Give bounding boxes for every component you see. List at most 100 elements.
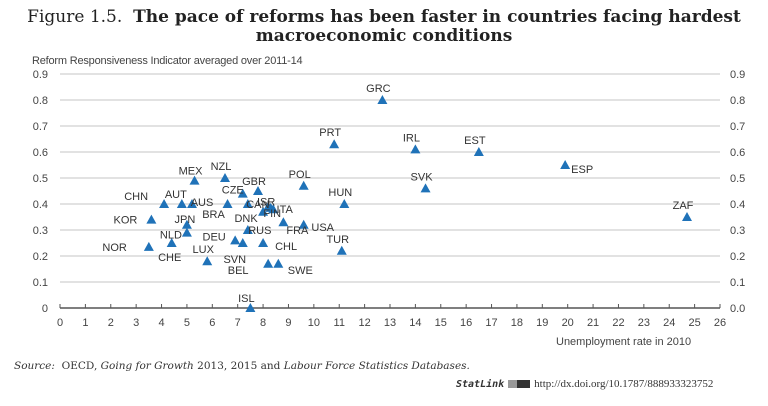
data-point-dnk: [258, 206, 269, 216]
data-point-pol: [298, 180, 309, 190]
point-label-irl: IRL: [403, 132, 420, 144]
figure-title-line1: The pace of reforms has been faster in c…: [133, 7, 741, 27]
y-tick-label-right: 0.3: [730, 225, 745, 237]
x-tick-label: 4: [158, 317, 164, 329]
point-label-prt: PRT: [319, 127, 341, 139]
point-label-gbr: GBR: [242, 176, 266, 188]
point-label-rus: RUS: [248, 225, 271, 237]
x-tick-label: 0: [57, 317, 63, 329]
data-point-tur: [336, 245, 347, 255]
point-label-deu: DEU: [203, 231, 226, 243]
x-tick-label: 11: [334, 317, 345, 329]
y-tick-label-left: 0.2: [33, 251, 48, 263]
data-point-svn: [237, 238, 248, 247]
figure-title-line2: macroeconomic conditions: [255, 26, 513, 46]
data-point-can: [242, 199, 253, 208]
x-tick-label: 9: [285, 317, 291, 329]
data-point-chn: [159, 199, 170, 208]
data-point-fra: [278, 217, 289, 227]
point-label-che: CHE: [158, 252, 181, 264]
y-tick-label-left: 0.5: [33, 173, 48, 185]
y-tick-label-right: 0.6: [730, 147, 745, 159]
x-tick-label: 14: [409, 317, 421, 329]
gridlines: [60, 73, 720, 283]
point-label-cze: CZE: [222, 185, 244, 197]
y-tick-label-right: 0.2: [730, 251, 745, 263]
point-label-aus: AUS: [191, 197, 214, 209]
x-tick-label: 19: [536, 317, 548, 329]
data-point-nld: [181, 227, 192, 237]
x-tick-label: 13: [384, 317, 396, 329]
statlink-icon: [508, 380, 531, 389]
point-label-chn: CHN: [124, 191, 148, 203]
source-publication: Going for Growth: [100, 360, 194, 372]
point-label-isr: ISR: [257, 197, 275, 209]
figure-title: Figure 1.5. The pace of reforms has been…: [0, 8, 768, 46]
x-tick-label: 22: [612, 317, 624, 329]
source-years: 2013, 2015 and: [197, 360, 281, 372]
y-tick-label-left: 0.7: [33, 121, 48, 133]
data-point-deu: [230, 235, 241, 245]
data-point-kor: [146, 214, 157, 224]
point-label-can: CAN: [246, 199, 269, 211]
point-label-ita: ITA: [277, 204, 294, 216]
x-tick-label: 1: [82, 317, 88, 329]
y-tick-label-right: 0.9: [730, 69, 745, 81]
data-point-che: [166, 238, 177, 247]
source-note: Source: OECD, Going for Growth 2013, 201…: [14, 360, 470, 372]
x-axis-ticks: 0 1 2 3 4 5 6 7 8 9 10 11 12 13 14 15 16 17 18 19 20 21 22 23 24…: [57, 304, 726, 329]
data-point-est: [473, 147, 484, 156]
point-label-isl: ISL: [238, 293, 255, 305]
x-tick-label: 25: [688, 317, 700, 329]
point-label-dnk: DNK: [234, 213, 258, 225]
point-label-zaf: ZAF: [673, 200, 694, 212]
figure-number: Figure 1.5.: [27, 7, 123, 27]
data-point-nzl: [220, 173, 230, 182]
y-tick-label-left: 0.6: [33, 147, 48, 159]
point-label-mex: MEX: [179, 166, 204, 178]
point-label-fra: FRA: [286, 225, 309, 237]
data-point-nor: [143, 241, 154, 251]
point-label-lux: LUX: [193, 244, 215, 256]
y-tick-label-left: 0.9: [33, 69, 48, 81]
data-point-swe: [273, 258, 284, 268]
data-point-grc: [377, 95, 388, 104]
x-tick-label: 3: [133, 317, 139, 329]
x-tick-label: 15: [435, 317, 447, 329]
data-point-lux: [202, 256, 213, 266]
data-point-prt: [329, 139, 340, 149]
point-label-nzl: NZL: [211, 161, 232, 173]
x-tick-label: 21: [587, 317, 599, 329]
statlink-url[interactable]: http://dx.doi.org/10.1787/888933323752: [534, 378, 714, 390]
x-tick-label: 24: [663, 317, 675, 329]
point-label-chl: CHL: [275, 241, 297, 253]
point-label-esp: ESP: [571, 164, 593, 176]
source-database: Labour Force Statistics Databases.: [283, 360, 470, 372]
data-point-cze: [237, 188, 248, 198]
data-point-esp: [560, 160, 571, 169]
statlink-label: StatLink: [456, 379, 505, 390]
y-tick-label-left: 0: [42, 303, 48, 315]
point-label-tur: TUR: [326, 234, 349, 246]
y-tick-label-left: 0.4: [33, 199, 48, 211]
y-axis-label: Reform Responsiveness Indicator averaged…: [32, 55, 303, 67]
data-point-bel: [263, 258, 274, 268]
y-tick-label-left: 0.8: [33, 95, 48, 107]
statlink: StatLink http://dx.doi.org/10.1787/888933…: [456, 378, 713, 390]
point-label-svn: SVN: [223, 254, 246, 266]
x-axis-label: Unemployment rate in 2010: [556, 336, 692, 348]
x-tick-label: 6: [209, 317, 215, 329]
source-org: OECD,: [61, 360, 98, 372]
y-tick-label-right: 0.4: [730, 199, 745, 211]
point-label-fin: FIN: [263, 208, 281, 220]
data-point-zaf: [682, 212, 692, 221]
x-tick-label: 2: [108, 317, 114, 329]
data-point-irl: [410, 144, 421, 154]
x-tick-label: 5: [184, 317, 190, 329]
data-point-rus: [242, 225, 253, 234]
point-label-est: EST: [464, 135, 486, 147]
data-point-mex: [189, 175, 200, 185]
point-label-pol: POL: [289, 169, 311, 181]
data-point-usa: [298, 219, 309, 229]
